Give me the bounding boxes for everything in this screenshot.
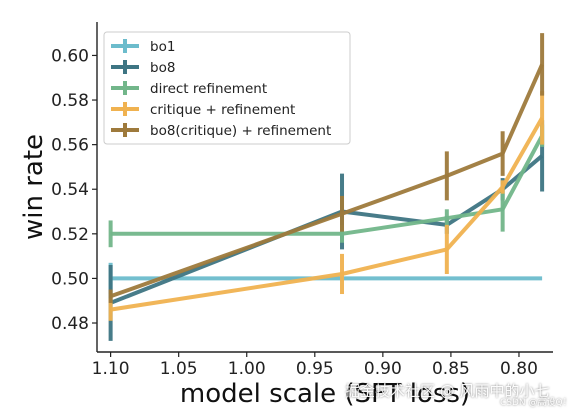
x-tick-label: 0.80	[500, 359, 538, 379]
legend-entry: bo8	[111, 60, 175, 76]
legend: bo1 bo8 direct refinement critique + refine…	[103, 31, 351, 145]
legend-label: bo8	[150, 60, 175, 76]
series-layer	[108, 33, 545, 341]
legend-entry: bo8(critique) + refinement	[111, 123, 331, 139]
y-tick-label: 0.50	[51, 269, 89, 289]
x-tick-label: 0.90	[364, 359, 402, 379]
x-tick-label: 0.95	[296, 359, 334, 379]
watermark-main: 掘金技术社区 @ 风雨中的小七	[345, 382, 550, 400]
legend-entry: bo1	[111, 39, 175, 55]
legend-label: bo8(critique) + refinement	[150, 123, 331, 139]
y-tick-label: 0.56	[51, 136, 89, 156]
y-tick-label: 0.58	[51, 91, 89, 111]
x-tick-label: 1.00	[228, 359, 266, 379]
legend-entry: critique + refinement	[111, 102, 295, 118]
x-tick-label: 1.05	[160, 359, 198, 379]
y-tick-label: 0.60	[51, 46, 89, 66]
y-tick-label: 0.54	[51, 180, 89, 200]
x-ticks: 1.10 1.05 1.00 0.95 0.90 0.85 0.80	[92, 352, 538, 379]
axes-layer	[96, 22, 553, 353]
legend-label: bo1	[150, 39, 175, 55]
watermark-small: CSDN @高设Q！	[500, 398, 572, 408]
x-tick-label: 1.10	[92, 359, 130, 379]
series-bo8-critique-refinement	[108, 33, 545, 303]
legend-frame	[103, 31, 351, 145]
legend-label: direct refinement	[150, 81, 267, 97]
legend-entry: direct refinement	[111, 81, 267, 97]
legend-label: critique + refinement	[150, 102, 295, 118]
y-axis-label: win rate	[19, 134, 49, 240]
series-critique-refinement	[108, 91, 545, 321]
x-axis-label: model scale (SFT loss)	[180, 379, 470, 409]
y-tick-label: 0.48	[51, 314, 89, 334]
y-ticks: 0.48 0.50 0.52 0.54 0.56 0.58 0.60	[51, 46, 97, 334]
x-tick-label: 0.85	[432, 359, 470, 379]
y-tick-label: 0.52	[51, 225, 89, 245]
